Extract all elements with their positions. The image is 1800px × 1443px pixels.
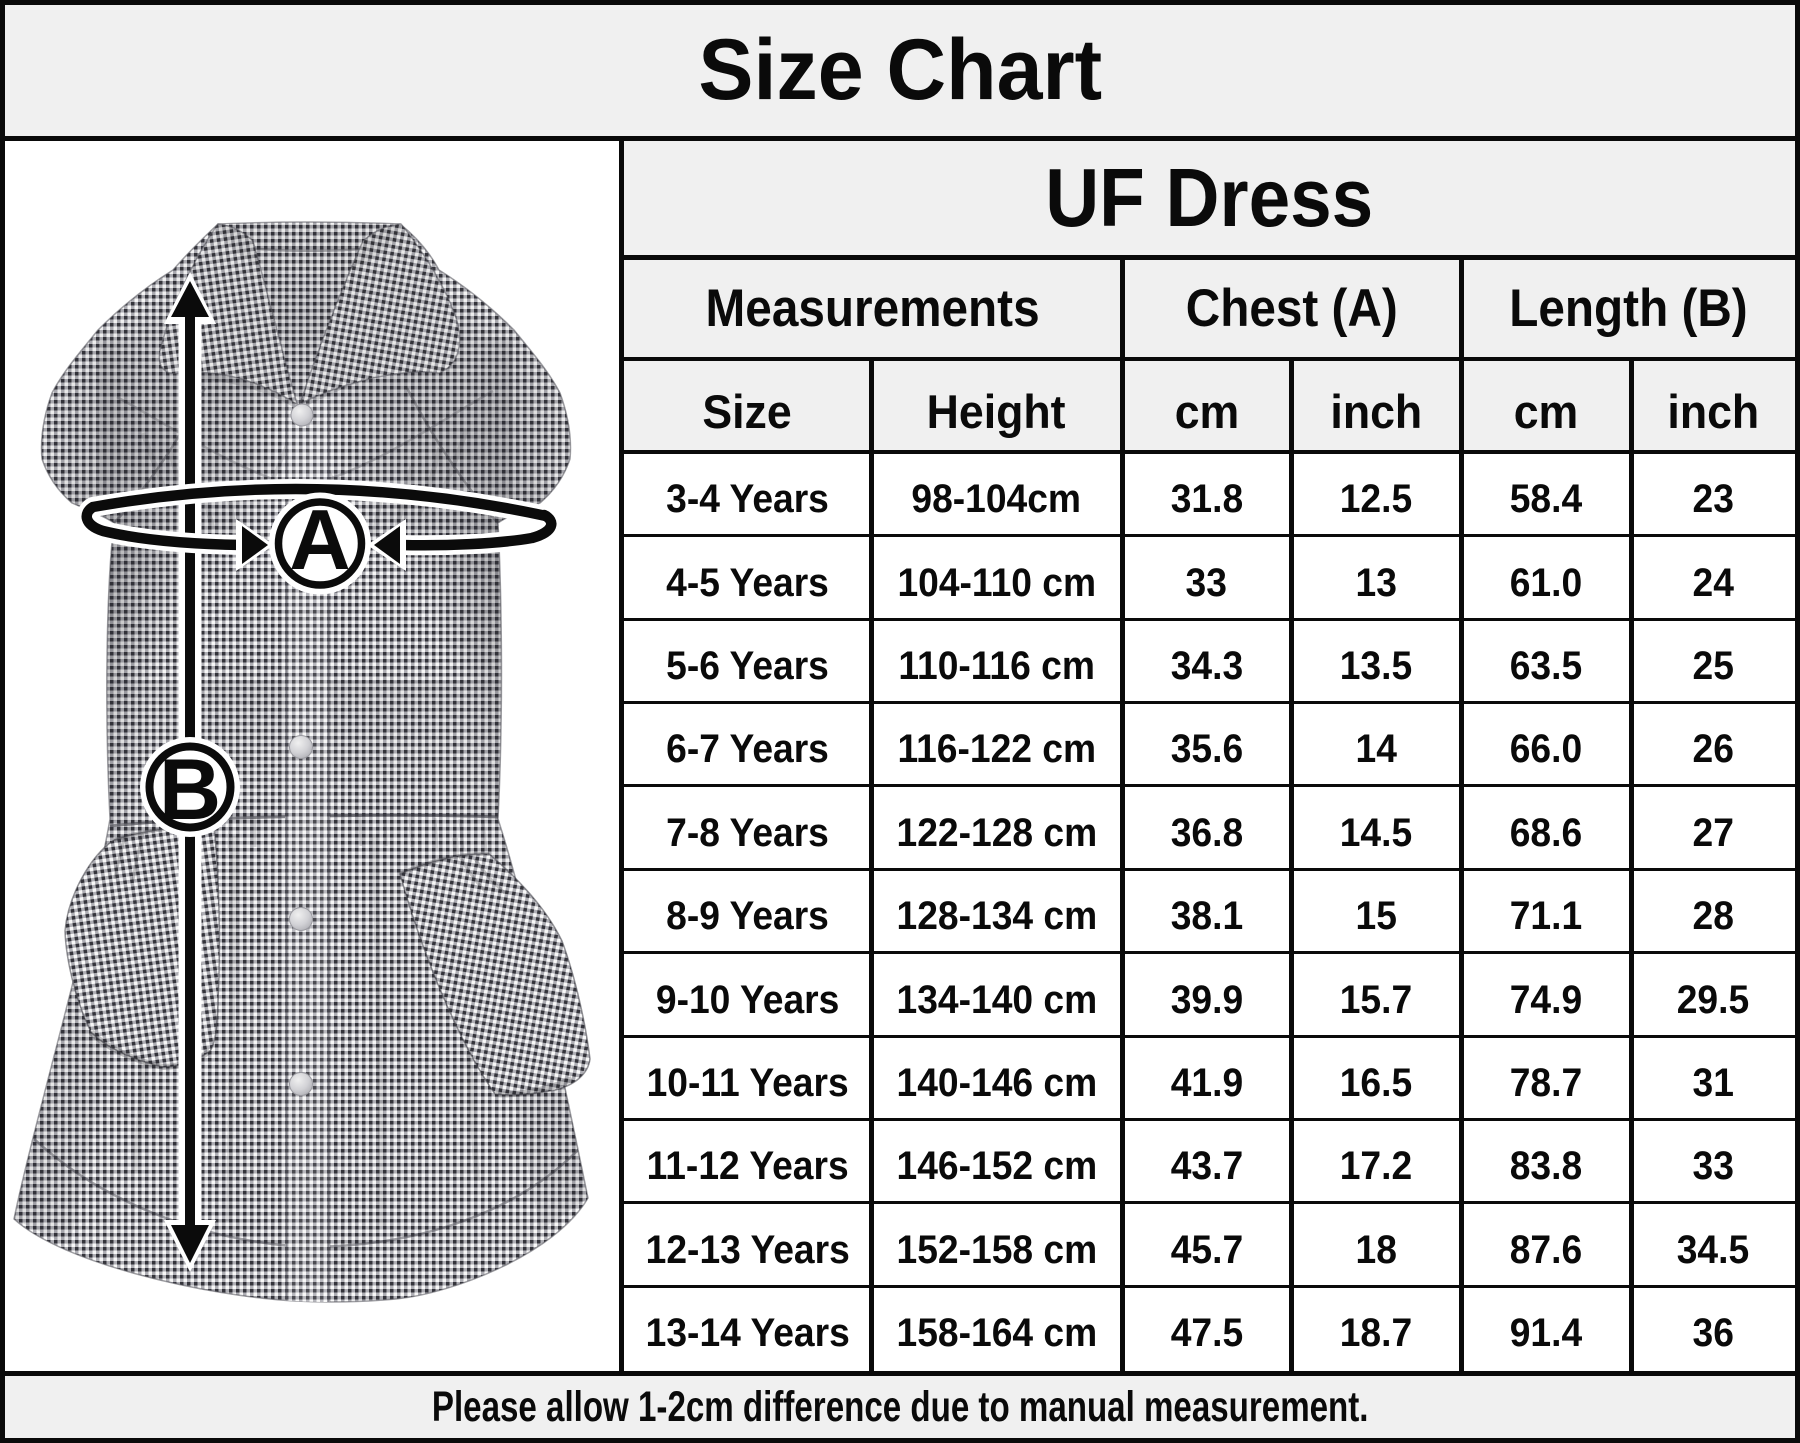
svg-text:A: A bbox=[289, 493, 350, 588]
svg-text:B: B bbox=[159, 742, 221, 838]
